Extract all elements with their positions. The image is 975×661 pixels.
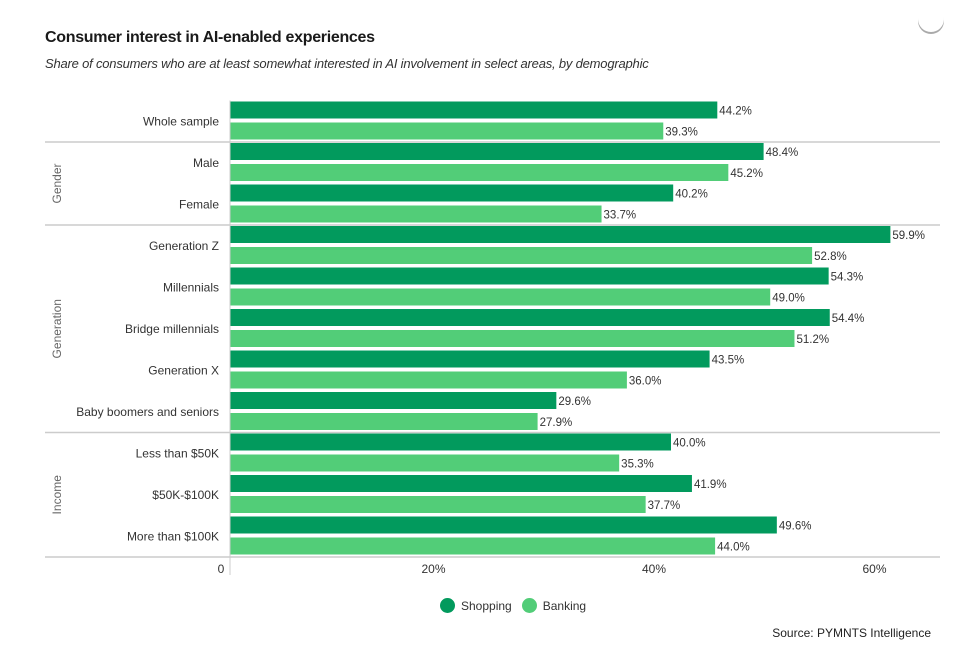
bar-banking — [230, 330, 795, 347]
group-label-income: Income — [50, 475, 64, 515]
category-label: Female — [179, 198, 219, 212]
legend-item-banking[interactable]: Banking — [521, 598, 587, 613]
bar-banking — [230, 205, 602, 223]
category-label: More than $100K — [127, 530, 219, 544]
data-label: 59.9% — [892, 230, 925, 242]
legend-swatch-shopping — [440, 598, 455, 613]
category-label: Baby boomers and seniors — [76, 405, 219, 419]
bar-banking — [230, 164, 729, 181]
bar-shopping — [230, 184, 674, 202]
data-label: 43.5% — [712, 355, 745, 367]
source-note: Source: PYMNTS Intelligence — [772, 626, 931, 640]
category-label: Millennials — [163, 281, 219, 295]
data-label: 40.0% — [673, 438, 706, 450]
group-label-generation: Generation — [50, 299, 64, 358]
chart-title: Consumer interest in AI-enabled experien… — [45, 29, 375, 46]
bar-shopping — [230, 309, 830, 326]
bar-banking — [230, 496, 646, 513]
x-tick-label: 20% — [421, 562, 445, 576]
category-label: Generation X — [148, 364, 219, 378]
chart-menu-button[interactable] — [918, 6, 944, 32]
bar-shopping — [230, 226, 891, 243]
bar-shopping — [230, 101, 718, 119]
data-label: 39.3% — [665, 127, 698, 139]
category-label: Whole sample — [143, 115, 219, 129]
bar-banking — [230, 122, 664, 140]
bar-banking — [230, 537, 716, 555]
data-label: 54.3% — [831, 272, 864, 284]
data-label: 48.4% — [766, 147, 799, 159]
data-label: 33.7% — [604, 210, 637, 222]
bar-banking — [230, 288, 771, 306]
data-label: 35.3% — [621, 459, 654, 471]
bar-shopping — [230, 475, 692, 492]
data-label: 49.0% — [772, 293, 805, 305]
x-tick-label: 40% — [642, 562, 666, 576]
data-label: 54.4% — [832, 313, 865, 325]
data-label: 52.8% — [814, 251, 847, 263]
category-label: Generation Z — [149, 239, 219, 253]
bar-shopping — [230, 516, 777, 534]
legend: Shopping Banking — [440, 598, 586, 613]
chart-subtitle: Share of consumers who are at least some… — [45, 56, 649, 71]
data-label: 36.0% — [629, 376, 662, 388]
x-tick-label: 60% — [862, 562, 886, 576]
data-label: 41.9% — [694, 479, 727, 491]
bar-banking — [230, 247, 813, 264]
legend-swatch-banking — [521, 598, 537, 613]
legend-label-banking: Banking — [542, 598, 587, 613]
data-label: 44.0% — [717, 542, 750, 554]
data-label: 29.6% — [558, 396, 591, 408]
legend-label-shopping: Shopping — [461, 598, 512, 613]
bar-shopping — [230, 267, 829, 285]
group-label-gender: Gender — [50, 163, 64, 203]
data-label: 51.2% — [796, 334, 829, 346]
bar-banking — [230, 371, 627, 389]
data-label: 37.7% — [648, 500, 681, 512]
data-label: 44.2% — [719, 106, 752, 118]
bar-shopping — [230, 143, 764, 160]
category-label: Bridge millennials — [125, 322, 219, 336]
category-label: Less than $50K — [136, 447, 219, 461]
category-label: $50K-$100K — [152, 488, 219, 502]
bar-shopping — [230, 392, 557, 409]
bar-shopping — [230, 350, 710, 368]
data-label: 27.9% — [540, 417, 573, 429]
data-label: 49.6% — [779, 521, 812, 533]
category-label: Male — [193, 156, 219, 170]
bar-shopping — [230, 433, 671, 451]
x-tick-label: 0 — [218, 562, 225, 576]
legend-item-shopping[interactable]: Shopping — [440, 598, 512, 613]
data-label: 40.2% — [675, 189, 708, 201]
data-label: 45.2% — [730, 168, 763, 180]
bar-banking — [230, 454, 620, 472]
bar-banking — [230, 413, 538, 430]
